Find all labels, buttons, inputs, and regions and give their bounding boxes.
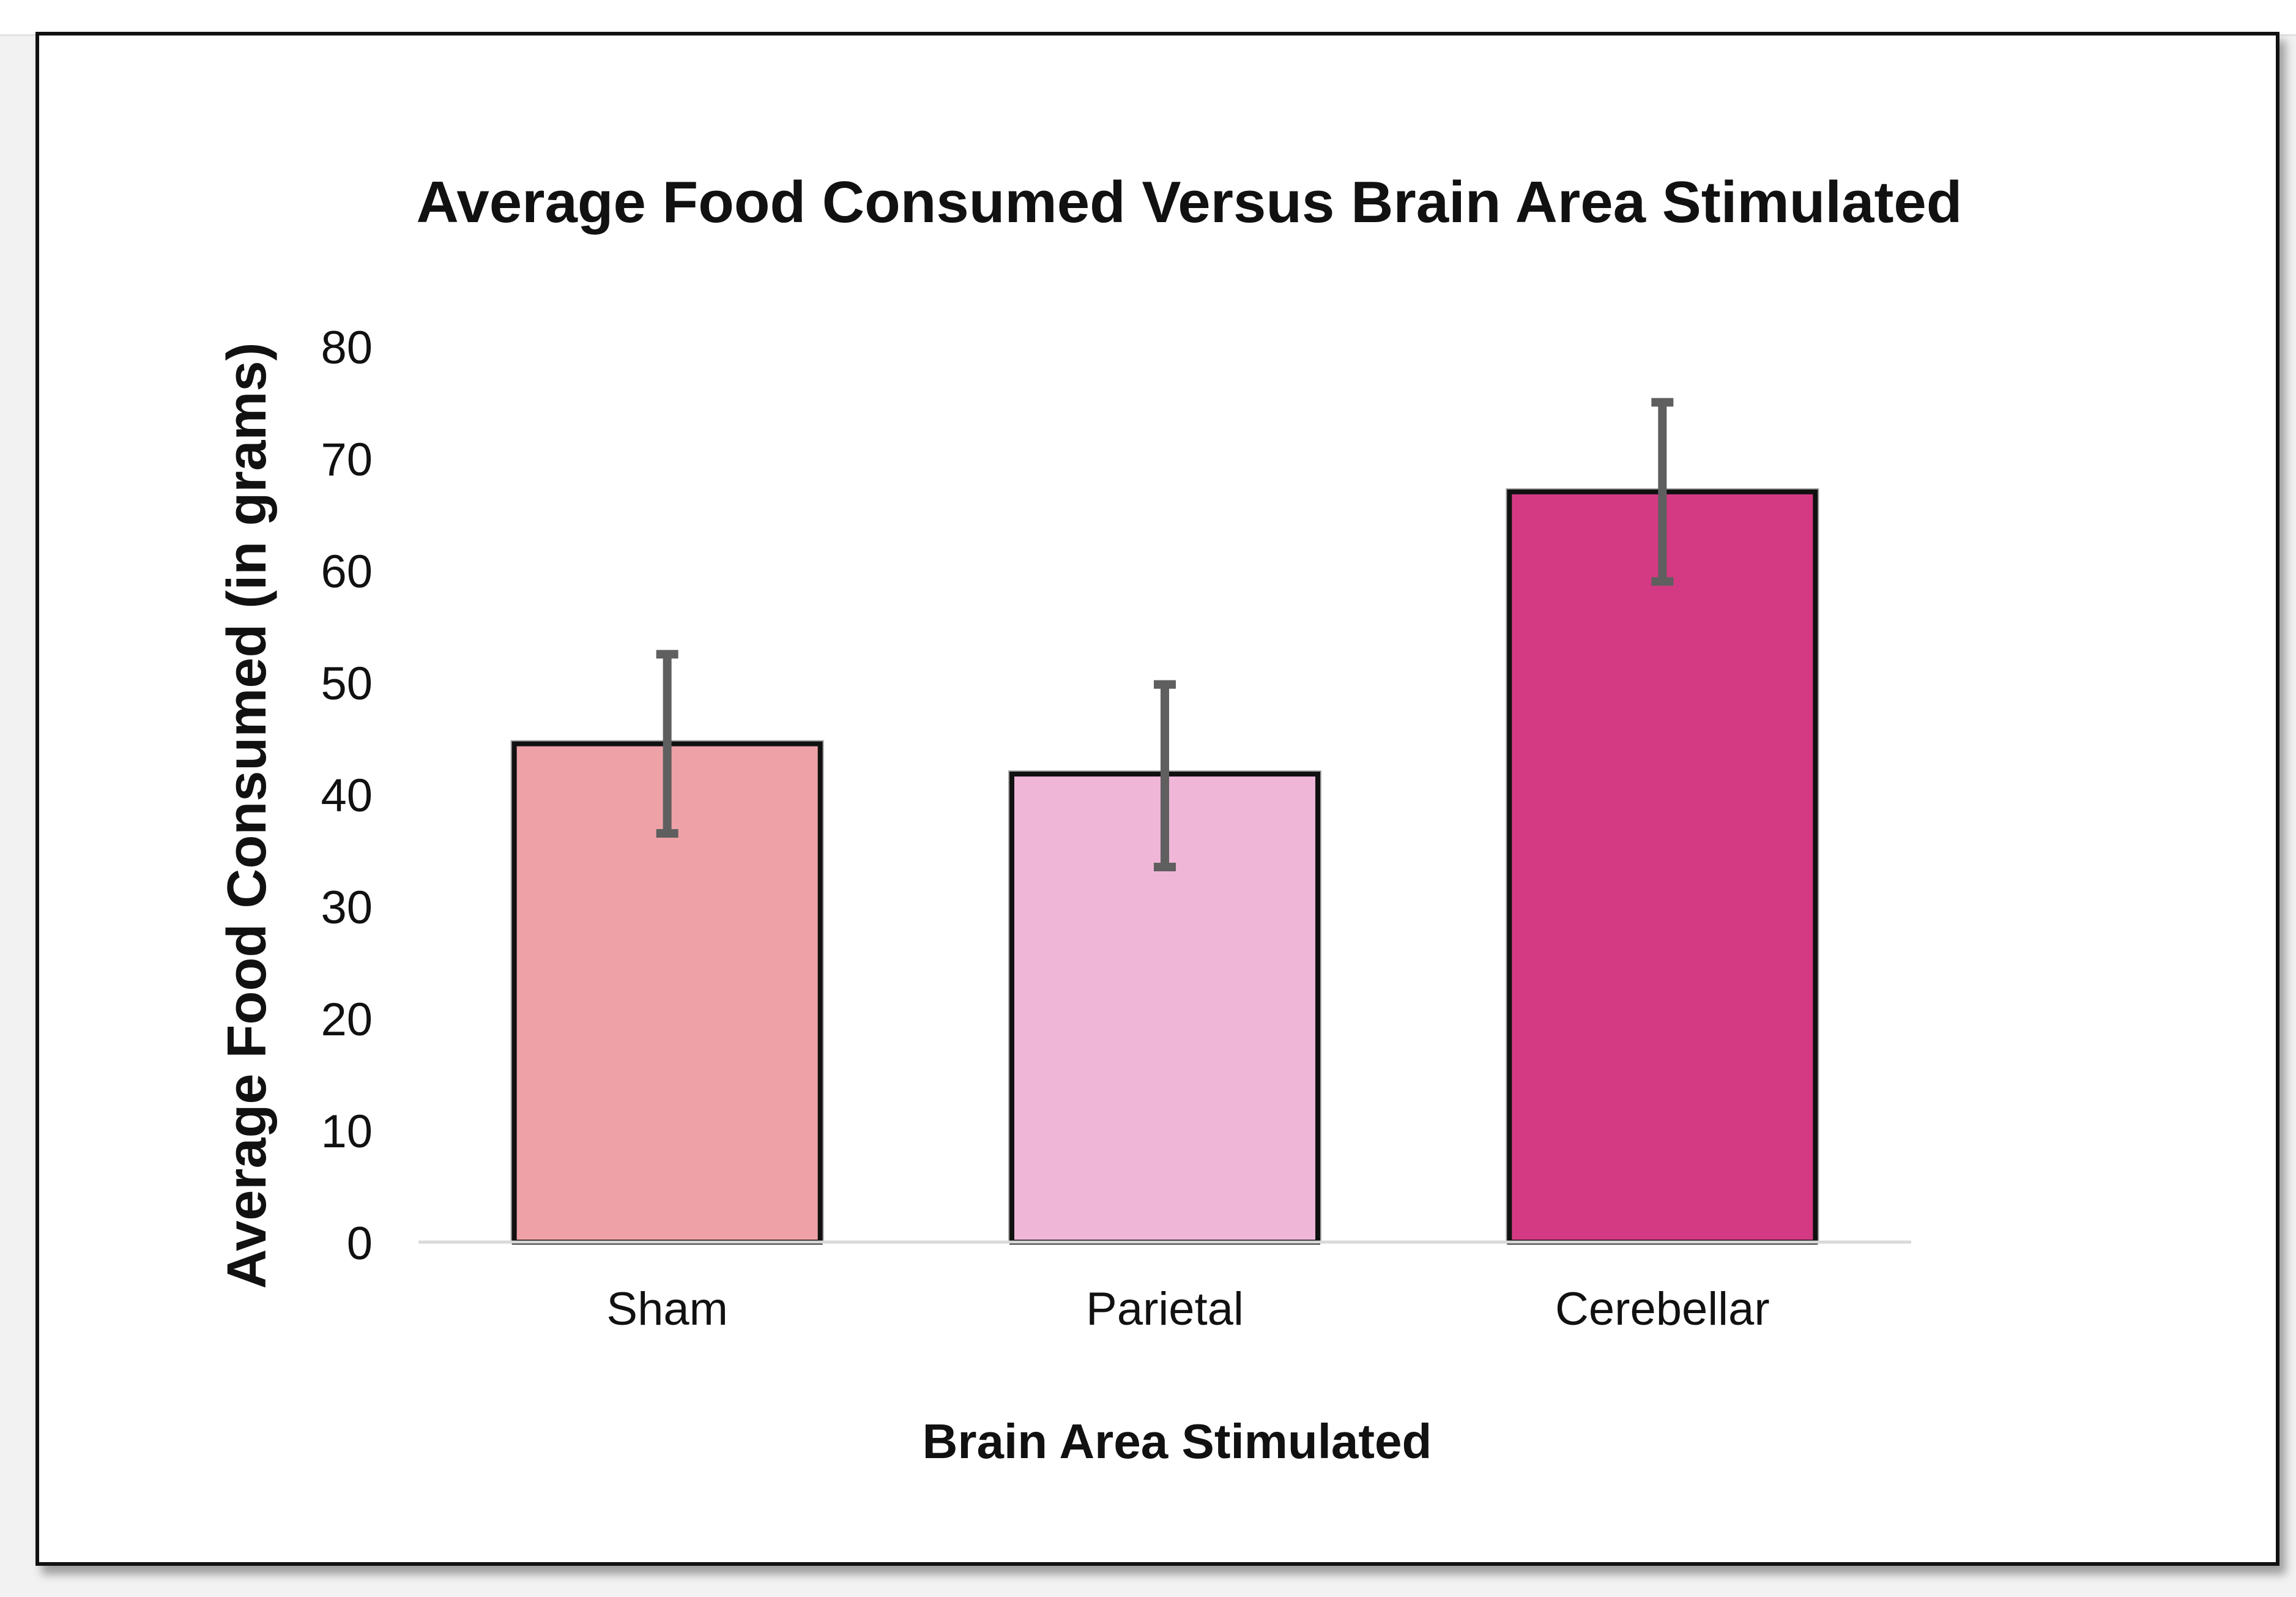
x-axis-ticks: Sham Parietal Cerebellar bbox=[606, 1283, 1769, 1335]
x-tick-label: Parietal bbox=[1086, 1283, 1244, 1335]
bars-group bbox=[510, 488, 1819, 1245]
y-tick-label: 20 bbox=[321, 994, 373, 1046]
y-tick-label: 0 bbox=[347, 1218, 373, 1270]
x-tick-label: Cerebellar bbox=[1555, 1283, 1770, 1335]
error-bar-sham bbox=[656, 650, 678, 838]
x-tick-label: Sham bbox=[606, 1283, 728, 1335]
y-axis-ticks: 0 10 20 30 40 50 60 70 80 bbox=[321, 322, 373, 1270]
error-bar-cerebellar bbox=[1651, 398, 1674, 586]
error-bar-parietal bbox=[1154, 680, 1176, 871]
chart-title: Average Food Consumed Versus Brain Area … bbox=[417, 169, 1963, 235]
y-tick-label: 30 bbox=[321, 882, 373, 934]
y-tick-label: 70 bbox=[321, 434, 373, 486]
x-axis-label: Brain Area Stimulated bbox=[923, 1414, 1432, 1469]
bar-chart: Average Food Consumed Versus Brain Area … bbox=[217, 169, 1963, 1469]
y-tick-label: 40 bbox=[321, 770, 373, 822]
y-tick-label: 50 bbox=[321, 658, 373, 710]
chart-frame: Average Food Consumed Versus Brain Area … bbox=[35, 32, 2279, 1566]
error-bars-group bbox=[656, 398, 1674, 871]
y-tick-label: 80 bbox=[321, 322, 373, 374]
bar-cerebellar bbox=[1507, 489, 1818, 1245]
y-axis-label: Average Food Consumed (in grams) bbox=[217, 343, 278, 1289]
y-tick-label: 10 bbox=[321, 1106, 373, 1158]
spreadsheet-grid-strip bbox=[0, 0, 2296, 36]
y-tick-label: 60 bbox=[321, 546, 373, 598]
